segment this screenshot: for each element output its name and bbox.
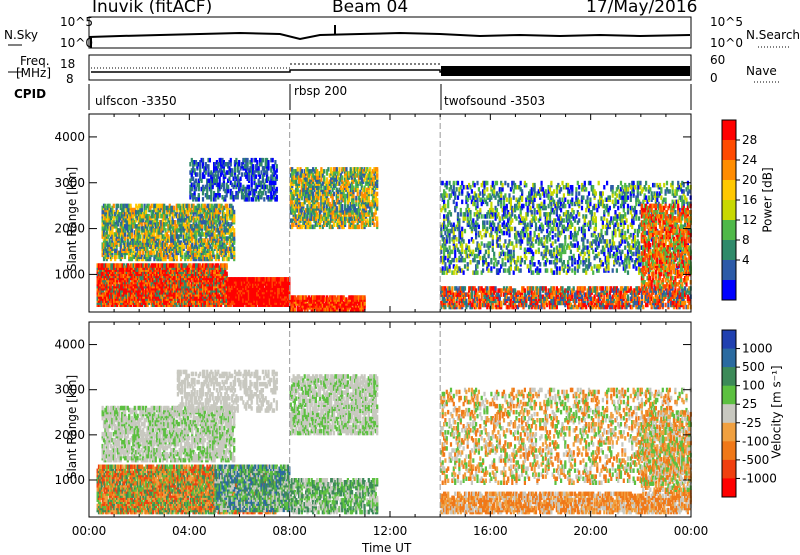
colorbar-swatch — [722, 404, 736, 423]
colorbar-swatch — [722, 160, 736, 181]
colorbar-swatch — [722, 240, 736, 261]
x-axis-label: Time UT — [362, 541, 411, 555]
colorbar-swatch — [722, 349, 736, 368]
colorbar-swatch — [722, 441, 736, 460]
colorbar-swatch — [722, 140, 736, 161]
x-tick-label: 20:00 — [573, 524, 608, 538]
colorbar-tick-label: 28 — [742, 133, 757, 147]
y-tick-label: 4000 — [54, 130, 85, 144]
power-colorbar-label: Power [dB] — [761, 167, 775, 232]
colorbar-swatch — [722, 423, 736, 442]
colorbar-tick-label: 20 — [742, 173, 757, 187]
colorbar-tick-label: 1000 — [742, 342, 773, 356]
x-tick-label: 00:00 — [674, 524, 709, 538]
colorbar-tick-label: 24 — [742, 153, 757, 167]
colorbar-tick-label: 100 — [742, 379, 765, 393]
colorbar-swatch — [722, 280, 736, 301]
colorbar-swatch — [722, 367, 736, 386]
colorbar-swatch — [722, 180, 736, 201]
colorbar-tick-label: 16 — [742, 193, 757, 207]
x-tick-label: 08:00 — [272, 524, 307, 538]
colorbar-swatch — [722, 260, 736, 281]
heatmap-cells-velocity — [97, 370, 692, 515]
colorbar-swatch — [722, 200, 736, 221]
colorbar-swatch — [722, 460, 736, 479]
velocity-colorbar-label: Velocity [m s⁻¹] — [770, 365, 784, 458]
velocity-ylabel: Slant Range [km] — [65, 375, 79, 479]
y-tick-label: 4000 — [54, 338, 85, 352]
colorbar-tick-label: -25 — [742, 416, 762, 430]
colorbar-swatch — [722, 120, 736, 141]
x-tick-label: 16:00 — [473, 524, 508, 538]
colorbar-tick-label: 12 — [742, 213, 757, 227]
heatmap-panels: 1000200030004000282420161284100020003000… — [0, 0, 800, 554]
colorbar-tick-label: 500 — [742, 360, 765, 374]
colorbar-tick-label: 25 — [742, 397, 757, 411]
colorbar-swatch — [722, 330, 736, 349]
colorbar-tick-label: 8 — [742, 233, 750, 247]
colorbar-tick-label: -500 — [742, 453, 769, 467]
colorbar-tick-label: -1000 — [742, 471, 777, 485]
colorbar-tick-label: 4 — [742, 253, 750, 267]
x-tick-label: 12:00 — [373, 524, 408, 538]
power-ylabel: Slant Range [km] — [65, 167, 79, 271]
x-tick-label: 00:00 — [72, 524, 107, 538]
colorbar-swatch — [722, 220, 736, 241]
heatmap-cells-power — [97, 158, 692, 312]
colorbar-tick-label: -100 — [742, 434, 769, 448]
colorbar-swatch — [722, 478, 736, 497]
x-tick-label: 04:00 — [172, 524, 207, 538]
colorbar-swatch — [722, 386, 736, 405]
